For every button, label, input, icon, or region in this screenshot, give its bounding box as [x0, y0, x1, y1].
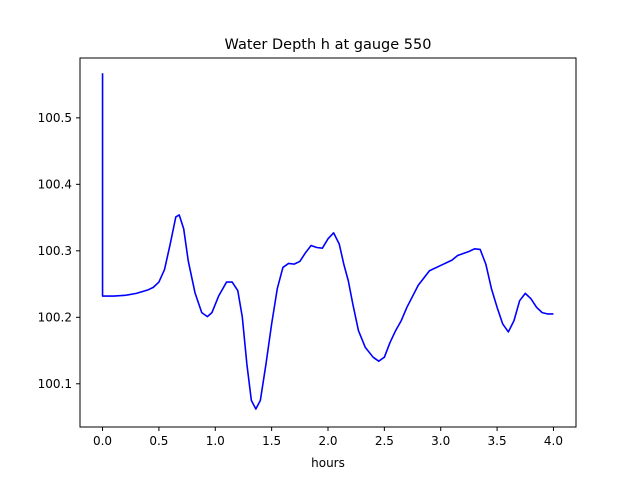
x-tick-label: 2.5	[375, 434, 394, 448]
x-tick-label: 1.0	[206, 434, 225, 448]
y-axis: 100.1 100.2 100.3 100.4 100.5	[38, 111, 80, 391]
plot-frame	[79, 57, 577, 428]
x-tick-label: 4.0	[544, 434, 563, 448]
y-tick-label: 100.3	[38, 244, 72, 258]
x-tick-label: 2.0	[318, 434, 337, 448]
y-tick-label: 100.5	[38, 111, 72, 125]
y-tick-label: 100.2	[38, 310, 72, 324]
series-line-0	[101, 73, 554, 410]
x-tick-label: 0.5	[149, 434, 168, 448]
x-axis: 0.0 0.5 1.0 1.5 2.0 2.5 3.0 3.5 4.0	[93, 427, 563, 448]
x-tick-label: 1.5	[262, 434, 281, 448]
x-axis-label: hours	[311, 456, 345, 470]
x-tick-label: 3.5	[488, 434, 507, 448]
y-tick-label: 100.1	[38, 377, 72, 391]
y-tick-label: 100.4	[38, 177, 72, 191]
x-tick-label: 3.0	[431, 434, 450, 448]
x-tick-label: 0.0	[93, 434, 112, 448]
chart-title: Water Depth h at gauge 550	[225, 37, 432, 53]
plot-area	[101, 73, 554, 410]
